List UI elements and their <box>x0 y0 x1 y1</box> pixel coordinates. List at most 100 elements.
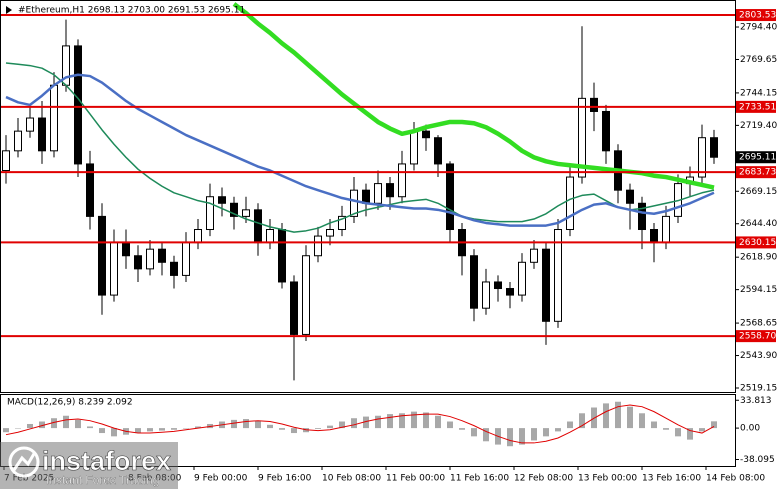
macd-bar <box>615 401 621 429</box>
macd-bar <box>87 426 93 429</box>
candle-body <box>518 261 526 296</box>
macd-bar <box>267 424 273 429</box>
candle-body <box>146 248 154 270</box>
candle-body <box>98 215 106 296</box>
candle-body <box>422 130 430 139</box>
level-label-box <box>736 330 776 343</box>
macd-bar <box>663 428 669 430</box>
candle-body <box>530 248 538 263</box>
macd-bar <box>327 425 333 429</box>
last-price-box <box>736 151 776 164</box>
macd-bar <box>15 428 21 429</box>
macd-bar <box>135 428 141 434</box>
moving-average <box>5 73 715 227</box>
macd-bar <box>39 421 45 429</box>
macd-bar <box>531 428 537 441</box>
candle-body <box>590 97 598 112</box>
macd-bar <box>699 428 705 432</box>
y-tick-label: 2744.15 <box>740 88 777 98</box>
macd-bar <box>99 428 105 434</box>
candle-body <box>218 196 226 204</box>
candle-body <box>578 97 586 178</box>
macd-panel-border <box>0 394 736 467</box>
candle-body <box>314 235 322 257</box>
candle-body <box>302 255 310 335</box>
candle-body <box>374 183 382 204</box>
level-label-box <box>736 236 776 249</box>
level-label: 2683.73 <box>739 168 776 178</box>
macd-bar <box>399 413 405 429</box>
candle-body <box>86 163 94 217</box>
candle-body <box>26 117 34 132</box>
candle-body <box>122 242 130 257</box>
macd-bar <box>159 428 165 431</box>
level-label: 2630.15 <box>739 238 776 248</box>
x-tick-label: 11 Feb 16:00 <box>450 474 509 484</box>
macd-bar <box>435 415 441 429</box>
x-tick-label: 14 Feb 08:00 <box>706 474 765 484</box>
x-tick-label: 11 Feb 00:00 <box>386 474 445 484</box>
candle-body <box>446 163 454 231</box>
candle-body <box>50 84 58 152</box>
y-tick-label: -38.095 <box>740 455 775 465</box>
macd-bar <box>483 428 489 442</box>
macd-bar <box>111 428 117 437</box>
candle-body <box>158 248 166 263</box>
candle-body <box>602 110 610 152</box>
y-tick-label: 2568.65 <box>740 319 777 329</box>
candle-body <box>494 281 502 290</box>
moving-average <box>5 62 715 233</box>
macd-bar <box>543 428 549 437</box>
candle-body <box>542 248 550 322</box>
candle-body <box>278 229 286 283</box>
macd-bar <box>63 415 69 429</box>
macd-bar <box>363 416 369 429</box>
macd-bar <box>51 418 57 429</box>
y-tick-label: 2644.40 <box>740 219 777 229</box>
candle-body <box>182 242 190 276</box>
macd-bar <box>183 428 189 429</box>
candle-body <box>110 242 118 296</box>
candle-body <box>338 215 346 231</box>
x-tick-label: 9 Feb 16:00 <box>258 474 312 484</box>
macd-bar <box>279 428 285 430</box>
candle-body <box>650 229 658 244</box>
y-tick-label: 2519.15 <box>740 384 777 394</box>
macd-bar <box>351 418 357 429</box>
macd-bar <box>555 428 561 432</box>
candle-body <box>662 215 670 244</box>
candle-body <box>254 209 262 244</box>
macd-bar <box>255 420 261 429</box>
level-label-box <box>736 9 776 22</box>
macd-bar <box>231 419 237 429</box>
macd-bar <box>471 428 477 437</box>
macd-bar <box>375 415 381 429</box>
candle-body <box>398 163 406 198</box>
candle-body <box>14 130 22 152</box>
candle-body <box>638 202 646 231</box>
candle-body <box>290 281 298 335</box>
level-label: 2733.51 <box>739 102 776 112</box>
price-panel-border <box>0 0 736 393</box>
watermark-tagline: Instant Forex Trading <box>46 473 159 487</box>
candle-body <box>230 202 238 217</box>
candle-body <box>266 229 274 244</box>
candle-body <box>362 189 370 204</box>
macd-bar <box>147 428 153 432</box>
candle-body <box>410 130 418 165</box>
candle-body <box>2 150 10 171</box>
level-label: 2558.70 <box>739 332 776 342</box>
watermark-logo <box>8 446 40 478</box>
macd-bar <box>387 414 393 429</box>
macd-bar <box>459 428 465 430</box>
watermark-brand: instaforex <box>42 446 171 476</box>
watermark-logo-arrow <box>12 451 37 471</box>
macd-bar <box>423 412 429 429</box>
macd-bar <box>411 411 417 429</box>
macd-bar <box>603 403 609 429</box>
macd-bar <box>243 419 249 429</box>
y-tick-label: 2543.90 <box>740 351 777 361</box>
macd-bar <box>195 426 201 429</box>
